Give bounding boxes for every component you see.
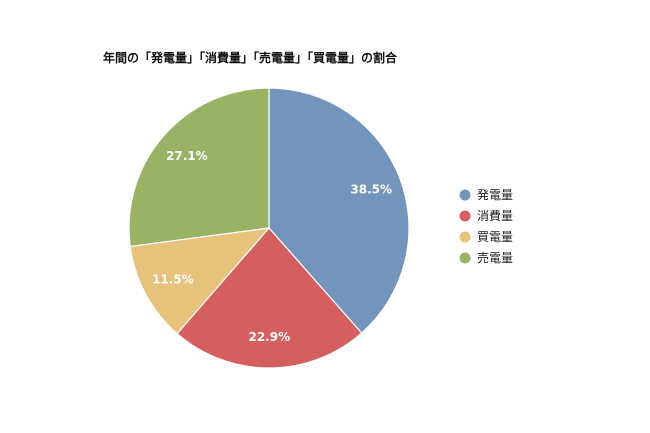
legend-marker-2 [459, 231, 471, 243]
slice-value-label-2: 11.5% [152, 273, 194, 287]
pie-slice-2 [129, 227, 271, 335]
slice-labels: 38.5% 22.9% 11.5% 27.1% [152, 149, 392, 344]
legend-label-0: 発電量 [477, 188, 513, 202]
legend-marker-1 [459, 210, 471, 222]
pie-slice-0 [268, 87, 410, 334]
legend-marker-3 [459, 252, 471, 264]
legend-label-2: 買電量 [477, 230, 513, 244]
slice-value-label-0: 38.5% [350, 182, 392, 196]
legend-label-1: 消費量 [477, 208, 513, 223]
chart-title: 年間の「発電量」「消費量」「売電量」「買電量」の割合 [103, 50, 398, 65]
legend-marker-0 [459, 189, 471, 201]
pie-slice-1 [176, 227, 363, 369]
legend-label-3: 売電量 [477, 250, 513, 265]
pie-slice-3 [128, 87, 270, 248]
slice-value-label-3: 27.1% [166, 149, 208, 163]
slice-value-label-1: 22.9% [248, 330, 290, 344]
pie-slices [128, 87, 410, 369]
